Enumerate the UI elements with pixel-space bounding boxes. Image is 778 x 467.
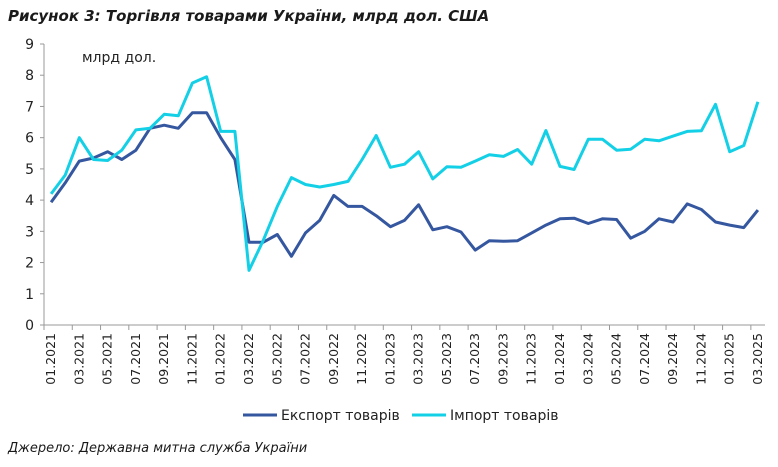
x-tick-label: 05.2022 [269, 333, 284, 385]
x-tick-label: 07.2023 [467, 333, 482, 385]
series-line-export [49, 111, 760, 258]
y-tick-label: 7 [25, 99, 34, 115]
x-tick-label: 01.2024 [552, 333, 567, 385]
x-tick-label: 11.2022 [354, 333, 369, 385]
x-tick-label: 05.2023 [439, 333, 454, 385]
x-tick-label: 11.2024 [693, 333, 708, 385]
unit-label: млрд дол. [82, 50, 156, 66]
y-tick-label: 9 [25, 37, 34, 53]
y-tick-label: 3 [25, 224, 34, 240]
x-tick-label: 11.2023 [524, 333, 539, 385]
x-tick-label: 07.2021 [128, 333, 143, 385]
x-tick-label: 05.2021 [100, 333, 115, 385]
x-tick-label: 07.2022 [298, 333, 313, 385]
x-tick-label: 03.2021 [71, 333, 86, 385]
x-tick-label: 07.2024 [637, 333, 652, 385]
x-tick-label: 01.2022 [213, 333, 228, 385]
x-tick-label: 01.2025 [722, 333, 737, 385]
y-tick-label: 8 [25, 68, 34, 84]
x-tick-label: 09.2021 [156, 333, 171, 385]
x-tick-label: 01.2023 [382, 333, 397, 385]
legend-label: Імпорт товарів [450, 408, 558, 424]
x-tick-label: 09.2024 [665, 333, 680, 385]
x-tick-label: 09.2023 [495, 333, 510, 385]
y-tick-label: 2 [25, 256, 34, 272]
x-tick-label: 03.2022 [241, 333, 256, 385]
x-tick-label: 09.2022 [326, 333, 341, 385]
y-tick-label: 1 [25, 287, 34, 303]
x-tick-label: 03.2023 [411, 333, 426, 385]
x-tick-label: 03.2024 [580, 333, 595, 385]
y-tick-label: 4 [25, 193, 34, 209]
source-note: Джерело: Державна митна служба України [8, 441, 308, 456]
y-tick-label: 0 [25, 318, 34, 334]
chart-title: Рисунок 3: Торгівля товарами України, мл… [8, 7, 490, 25]
legend-label: Експорт товарів [281, 408, 400, 424]
x-tick-label: 03.2025 [750, 333, 765, 385]
x-tick-label: 05.2024 [609, 333, 624, 385]
y-tick-label: 6 [25, 131, 34, 147]
x-tick-label: 01.2021 [43, 333, 58, 385]
series-line-import [49, 75, 760, 272]
y-tick-label: 5 [25, 162, 34, 178]
x-tick-label: 11.2021 [184, 333, 199, 385]
